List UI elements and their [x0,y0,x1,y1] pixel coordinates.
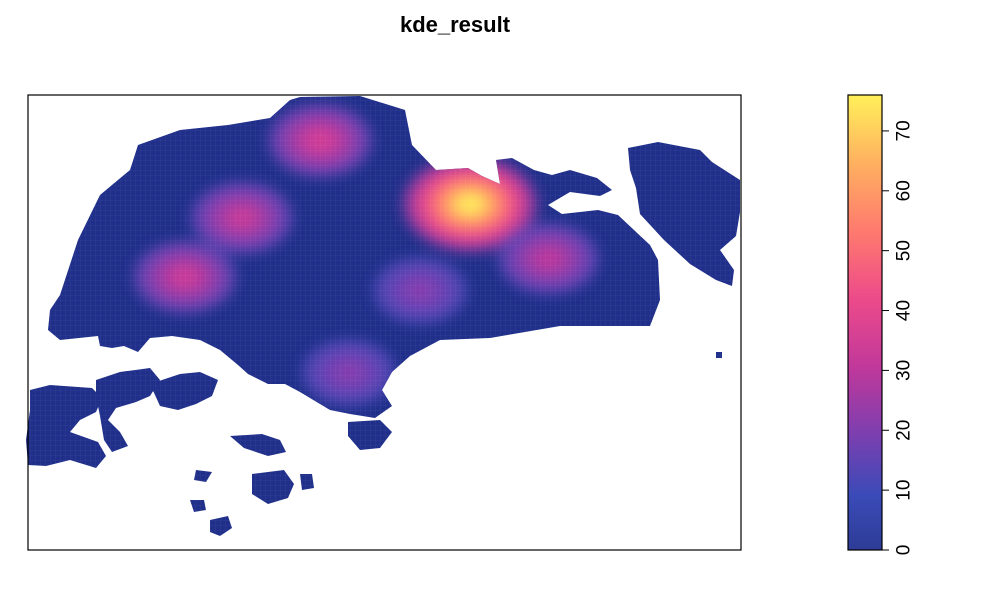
legend-tick-label: 60 [894,180,915,201]
legend-color-bar [848,95,882,550]
legend-tick-label: 50 [894,240,915,261]
legend-tick-label: 70 [894,120,915,141]
legend-tick-label: 40 [894,300,915,321]
legend-tick-label: 0 [894,545,915,556]
legend-tick-label: 20 [894,420,915,441]
chart-title: kde_result [400,12,511,37]
legend-tick-label: 10 [894,480,915,501]
legend-tick-label: 30 [894,360,915,381]
color-legend: 0 10 20 30 40 50 60 70 [847,94,915,555]
plot-frame [27,94,742,551]
legend-ticks: 0 10 20 30 40 50 60 70 [882,120,915,555]
legend-frame [847,94,883,551]
